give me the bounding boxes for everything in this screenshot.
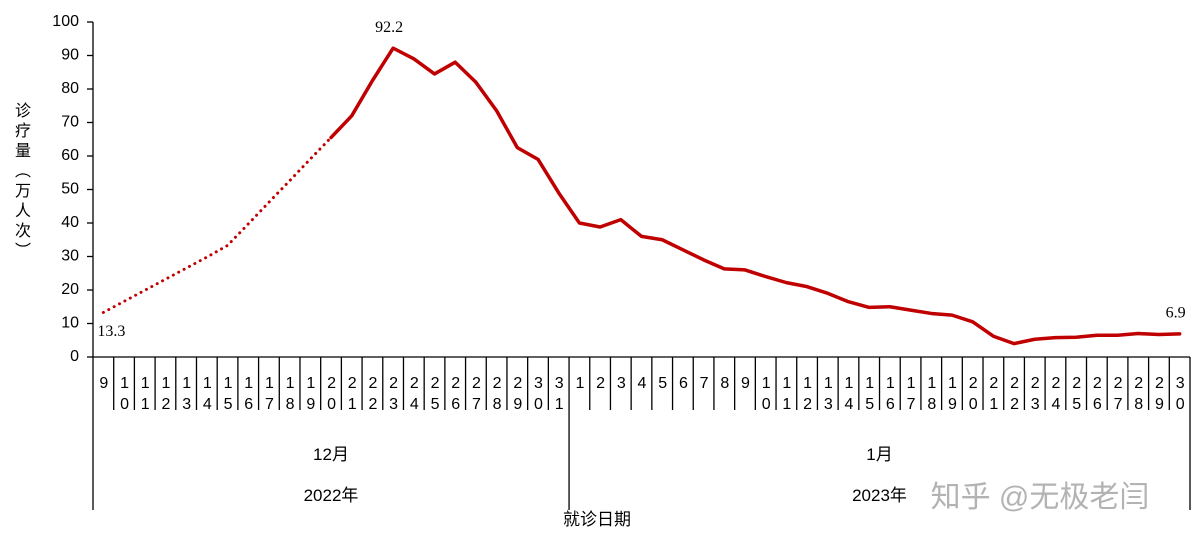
x-tick-label: 7 [695,375,713,396]
x-tick-label: 2 [592,375,610,396]
y-tick-label: 90 [61,47,79,64]
x-tick-label: 18 [923,375,941,417]
x-tick-label: 18 [281,375,299,417]
x-tick-label: 4 [633,375,651,396]
x-tick-label: 21 [343,375,361,417]
x-tick-label: 23 [1026,375,1044,417]
y-tick-label: 20 [61,281,79,298]
x-tick-label: 1 [571,375,589,396]
y-tick-label: 30 [61,248,79,265]
x-tick-label: 20 [964,375,982,417]
x-tick-label: 25 [426,375,444,417]
x-tick-label: 14 [840,375,858,417]
x-tick-label: 13 [178,375,196,417]
y-tick-label: 50 [61,181,79,198]
x-tick-label: 15 [861,375,879,417]
y-tick-label: 70 [61,114,79,131]
x-tick-label: 11 [136,375,154,417]
x-tick-label: 24 [1047,375,1065,417]
x-tick-label: 9 [736,375,754,396]
x-tick-label: 5 [654,375,672,396]
x-tick-label: 15 [219,375,237,417]
x-tick-label: 12 [157,375,175,417]
y-axis-title: 诊疗量（万人次） [12,102,29,262]
x-tick-label: 26 [447,375,465,417]
x-tick-label: 8 [716,375,734,396]
x-tick-label: 28 [1130,375,1148,417]
x-tick-label: 25 [1068,375,1086,417]
x-tick-label: 26 [1088,375,1106,417]
x-tick-label: 23 [385,375,403,417]
x-tick-label: 30 [1171,375,1189,417]
x-tick-label: 10 [757,375,775,417]
x-axis-title: 就诊日期 [563,510,631,529]
x-tick-label: 22 [1006,375,1024,417]
watermark: 知乎 @无极老闫 [930,481,1150,514]
line [329,46,1182,346]
x-tick-label: 22 [364,375,382,417]
x-tick-label: 21 [985,375,1003,417]
x-tick-label: 30 [530,375,547,417]
y-tick-label: 40 [61,214,79,231]
y-tick-label: 100 [52,13,79,30]
x-tick-label: 16 [881,375,899,417]
x-tick-label: 17 [260,375,278,417]
x-tick-label: 10 [116,375,134,417]
x-tick-label: 29 [509,375,527,417]
x-tick-label: 3 [612,375,630,396]
x-tick-label: 31 [550,375,568,417]
x-tick-label: 24 [405,375,423,417]
x-tick-label: 27 [467,375,485,417]
x-tick-label: 17 [902,375,920,417]
x-tick-label: 27 [1109,375,1127,417]
x-tick-label: 12 [799,375,817,417]
x-tick-label: 13 [819,375,837,417]
data-label: 6.9 [1166,305,1186,322]
x-tick-label: 19 [943,375,961,417]
y-tick-label: 10 [61,315,79,332]
line [101,136,333,314]
y-tick-label: 60 [61,147,79,164]
year-label: 2023年 [852,486,907,505]
x-tick-label: 29 [1150,375,1168,417]
month-label: 1月 [866,445,893,464]
x-tick-label: 9 [95,375,113,396]
x-tick-label: 6 [674,375,692,396]
x-tick-label: 20 [323,375,341,417]
x-tick-label: 28 [488,375,506,417]
y-tick-label: 80 [61,80,79,97]
x-tick-label: 16 [240,375,258,417]
x-tick-label: 19 [302,375,320,417]
x-tick-label: 11 [778,375,796,417]
month-label: 12月 [313,445,349,464]
year-label: 2022年 [303,486,359,505]
y-tick-label: 0 [70,348,79,365]
x-tick-label: 14 [198,375,216,417]
data-label: 13.3 [97,323,125,340]
data-label: 92.2 [375,19,403,36]
